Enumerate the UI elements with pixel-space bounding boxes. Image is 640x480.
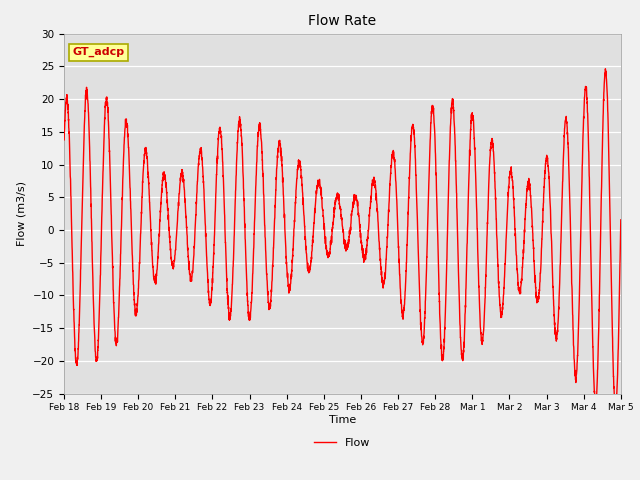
Flow bbox=[572, 375, 580, 381]
Flow bbox=[611, 407, 619, 412]
Flow bbox=[602, 66, 609, 72]
Flow bbox=[600, 98, 607, 104]
Flow bbox=[294, 165, 301, 171]
Text: GT_adcp: GT_adcp bbox=[72, 47, 124, 58]
Flow bbox=[60, 137, 68, 143]
Flow bbox=[465, 189, 472, 195]
Flow bbox=[324, 253, 332, 259]
Flow bbox=[298, 187, 306, 192]
Flow bbox=[617, 217, 625, 223]
Title: Flow Rate: Flow Rate bbox=[308, 14, 376, 28]
X-axis label: Time: Time bbox=[329, 415, 356, 425]
Y-axis label: Flow (m3/s): Flow (m3/s) bbox=[17, 181, 27, 246]
Legend: Flow: Flow bbox=[310, 434, 375, 453]
Line: Flow: Flow bbox=[64, 69, 621, 409]
